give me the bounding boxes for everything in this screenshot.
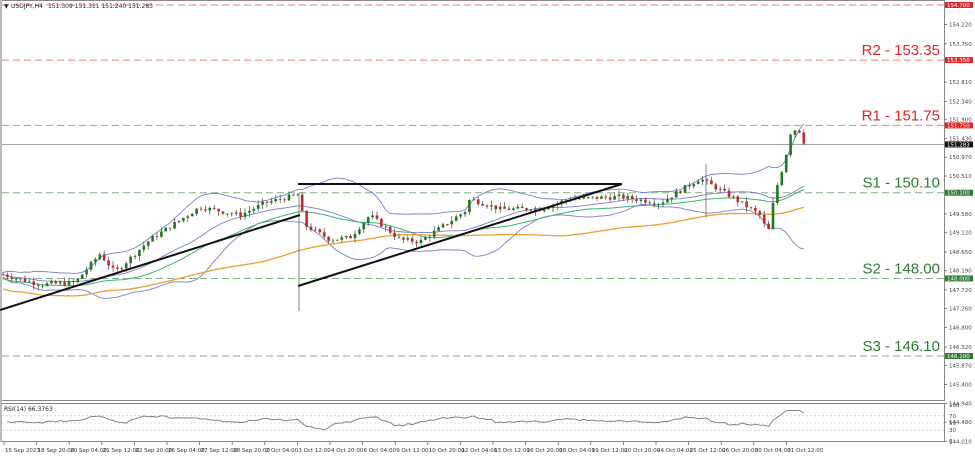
x-tick-label: 26 Sep 04:00 [168,448,205,454]
rsi-panel-frame [0,403,945,442]
y-tick-label: 151.430 [949,136,972,142]
x-tick-label: 13 Oct 12:00 [494,448,530,454]
trendlines [0,183,623,311]
y-tick-label: 150.970 [949,155,972,161]
y-tick-label: 144.010 [949,439,972,445]
y-tick-label: 151.900 [949,117,972,123]
rsi-tick: 100 [949,403,960,409]
y-tick-label: 145.400 [949,383,972,389]
x-tick-label: 9 Oct 12:00 [396,448,429,454]
y-tick-label: 146.320 [949,345,972,351]
x-tick-label: 18 Sep 20:00 [38,448,75,454]
current-price-tag: 151.283 [947,142,970,148]
support-resistance-levels: R3 - 154.70 154.700 R2 - 153.35 153.350 R1 -… [2,0,973,360]
trendline-uptrend-2[interactable] [297,183,623,287]
level-tag: 146.100 [947,354,970,360]
y-tick-label: 150.510 [949,174,972,180]
y-tick-label: 152.340 [949,99,972,105]
x-tick-label: 25 Oct 12:00 [690,448,726,454]
x-tick-label: 3 Oct 12:00 [298,448,331,454]
ma-long [2,206,804,297]
level-tag: 154.700 [947,3,970,9]
level-label-r2: R2 - 153.35 [862,42,940,59]
x-tick-label: 19 Oct 12:00 [592,448,628,454]
x-tick-label: 26 Oct 20:00 [722,448,758,454]
ohlc-values: 151.309 151.311 151.240 151.283 [48,3,153,10]
y-tick-label: 152.810 [949,80,972,86]
rsi-tick: 50 [949,421,956,427]
y-tick-label: 145.870 [949,363,972,369]
rsi-tick: 70 [949,414,956,420]
y-axis: 154.220 153.750 152.810 152.340 151.900 151.4… [944,23,972,445]
rsi-label: RSI(14) 66.3763 [4,406,53,413]
level-tag: 151.750 [947,123,970,129]
indicators [2,123,805,299]
y-tick-label: 149.120 [949,231,972,237]
x-tick-label: 22 Sep 20:00 [135,448,172,454]
y-tick-label: 148.190 [949,269,972,275]
level-label-s2: S2 - 148.00 [862,260,940,277]
rsi-tick: 0 [949,439,953,445]
level-tag: 148.000 [947,276,970,282]
y-tick-label: 144.940 [949,401,972,407]
bollinger-lower [2,204,804,299]
candlesticks [1,129,806,312]
x-tick-label: 6 Oct 04:00 [364,448,397,454]
rsi-line [7,409,805,431]
x-tick-label: 20 Oct 20:00 [624,448,660,454]
symbol-arrow[interactable]: ▼ [4,3,9,10]
x-tick-label: 28 Sep 20:00 [233,448,270,454]
y-tick-label: 146.800 [949,325,972,331]
symbol-label: USDJPY,H4 [11,3,43,10]
x-tick-label: 15 Sep 2023 [5,448,40,454]
x-tick-label: 10 Oct 20:00 [429,448,465,454]
x-tick-label: 12 Oct 04:00 [461,448,497,454]
level-label-r3: R3 - 154.70 [862,0,940,4]
y-tick-label: 147.260 [949,307,972,313]
x-tick-label: 21 Sep 12:00 [103,448,140,454]
x-tick-label: 4 Oct 20:00 [331,448,364,454]
x-tick-label: 30 Oct 04:00 [755,448,791,454]
x-tick-label: 18 Oct 04:00 [559,448,595,454]
x-tick-label: 31 Oct 12:00 [787,448,823,454]
x-tick-label: 16 Oct 20:00 [527,448,563,454]
x-tick-label: 2 Oct 04:00 [266,448,299,454]
trendline-uptrend-1[interactable] [0,214,301,311]
ma-short [2,189,804,287]
x-tick-label: 27 Sep 12:00 [201,448,238,454]
y-tick-label: 154.220 [949,23,972,29]
level-tag: 153.350 [947,58,970,64]
rsi-tick: 30 [949,428,956,434]
x-tick-label: 20 Sep 04:00 [70,448,107,454]
bollinger-upper [2,123,805,274]
bollinger-mid [2,185,805,283]
y-tick-label: 147.720 [949,288,972,294]
y-tick-label: 144.480 [949,420,972,426]
level-label-r1: R1 - 151.75 [862,107,940,124]
y-tick-label: 153.750 [949,42,972,48]
y-tick-label: 148.650 [949,250,972,256]
x-tick-label: 24 Oct 04:00 [657,448,693,454]
level-label-s1: S1 - 150.10 [862,175,940,192]
level-label-s3: S3 - 146.10 [862,338,940,355]
y-tick-label: 149.580 [949,212,972,218]
level-tag: 150.100 [947,191,970,197]
